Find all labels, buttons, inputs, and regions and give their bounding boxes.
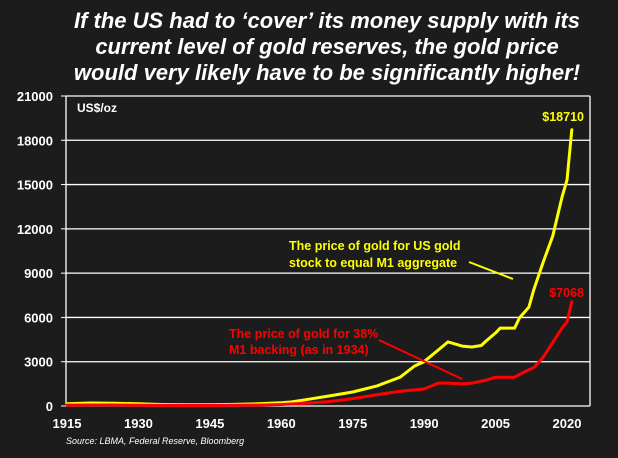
y-axis-unit-label: US$/oz — [77, 101, 117, 115]
x-tick-label: 1990 — [410, 416, 439, 431]
x-tick-label: 1975 — [338, 416, 367, 431]
y-tick-labels: 0 3000 6000 9000 12000 15000 18000 21000 — [17, 89, 53, 414]
annotation-yellow-line-2: stock to equal M1 aggregate — [289, 256, 457, 270]
annotation-red-line-1: The price of gold for 38% — [229, 327, 378, 341]
end-value-label-yellow: $18710 — [542, 110, 584, 124]
title-line-1: If the US had to ‘cover’ its money suppl… — [73, 8, 581, 33]
y-tick-label: 15000 — [17, 178, 53, 193]
y-tick-label: 9000 — [24, 266, 53, 281]
y-tick-label: 21000 — [17, 89, 53, 104]
annotation-yellow-line-1: The price of gold for US gold — [289, 239, 461, 253]
annotations: $18710 $7068 The price of gold for US gold… — [229, 110, 584, 380]
y-tick-label: 12000 — [17, 222, 53, 237]
source-note: Source: LBMA, Federal Reserve, Bloomberg — [66, 436, 245, 446]
chart-title: If the US had to ‘cover’ its money suppl… — [0, 8, 618, 86]
title-line-3: would very likely have to be significant… — [73, 60, 581, 85]
end-value-label-red: $7068 — [549, 286, 584, 300]
gridlines — [66, 95, 590, 363]
y-tick-label: 18000 — [17, 133, 53, 148]
x-tick-label: 1960 — [267, 416, 296, 431]
y-tick-label: 0 — [46, 399, 53, 414]
series-line-m1-38pct-backing — [65, 300, 574, 407]
annotation-red-line-2: M1 backing (as in 1934) — [229, 343, 369, 357]
x-tick-label: 1930 — [124, 416, 153, 431]
x-tick-labels: 1915 1930 1945 1960 1975 1990 2005 2020 — [53, 416, 582, 431]
x-tick-label: 1915 — [53, 416, 82, 431]
y-tick-label: 3000 — [24, 355, 53, 370]
y-tick-label: 6000 — [24, 310, 53, 325]
annotation-arrow-yellow — [468, 261, 514, 280]
title-line-2: current level of gold reserves, the gold… — [95, 34, 559, 59]
x-tick-label: 2005 — [481, 416, 510, 431]
annotation-arrow-red — [378, 339, 463, 380]
x-tick-label: 2020 — [553, 416, 582, 431]
x-tick-label: 1945 — [195, 416, 224, 431]
